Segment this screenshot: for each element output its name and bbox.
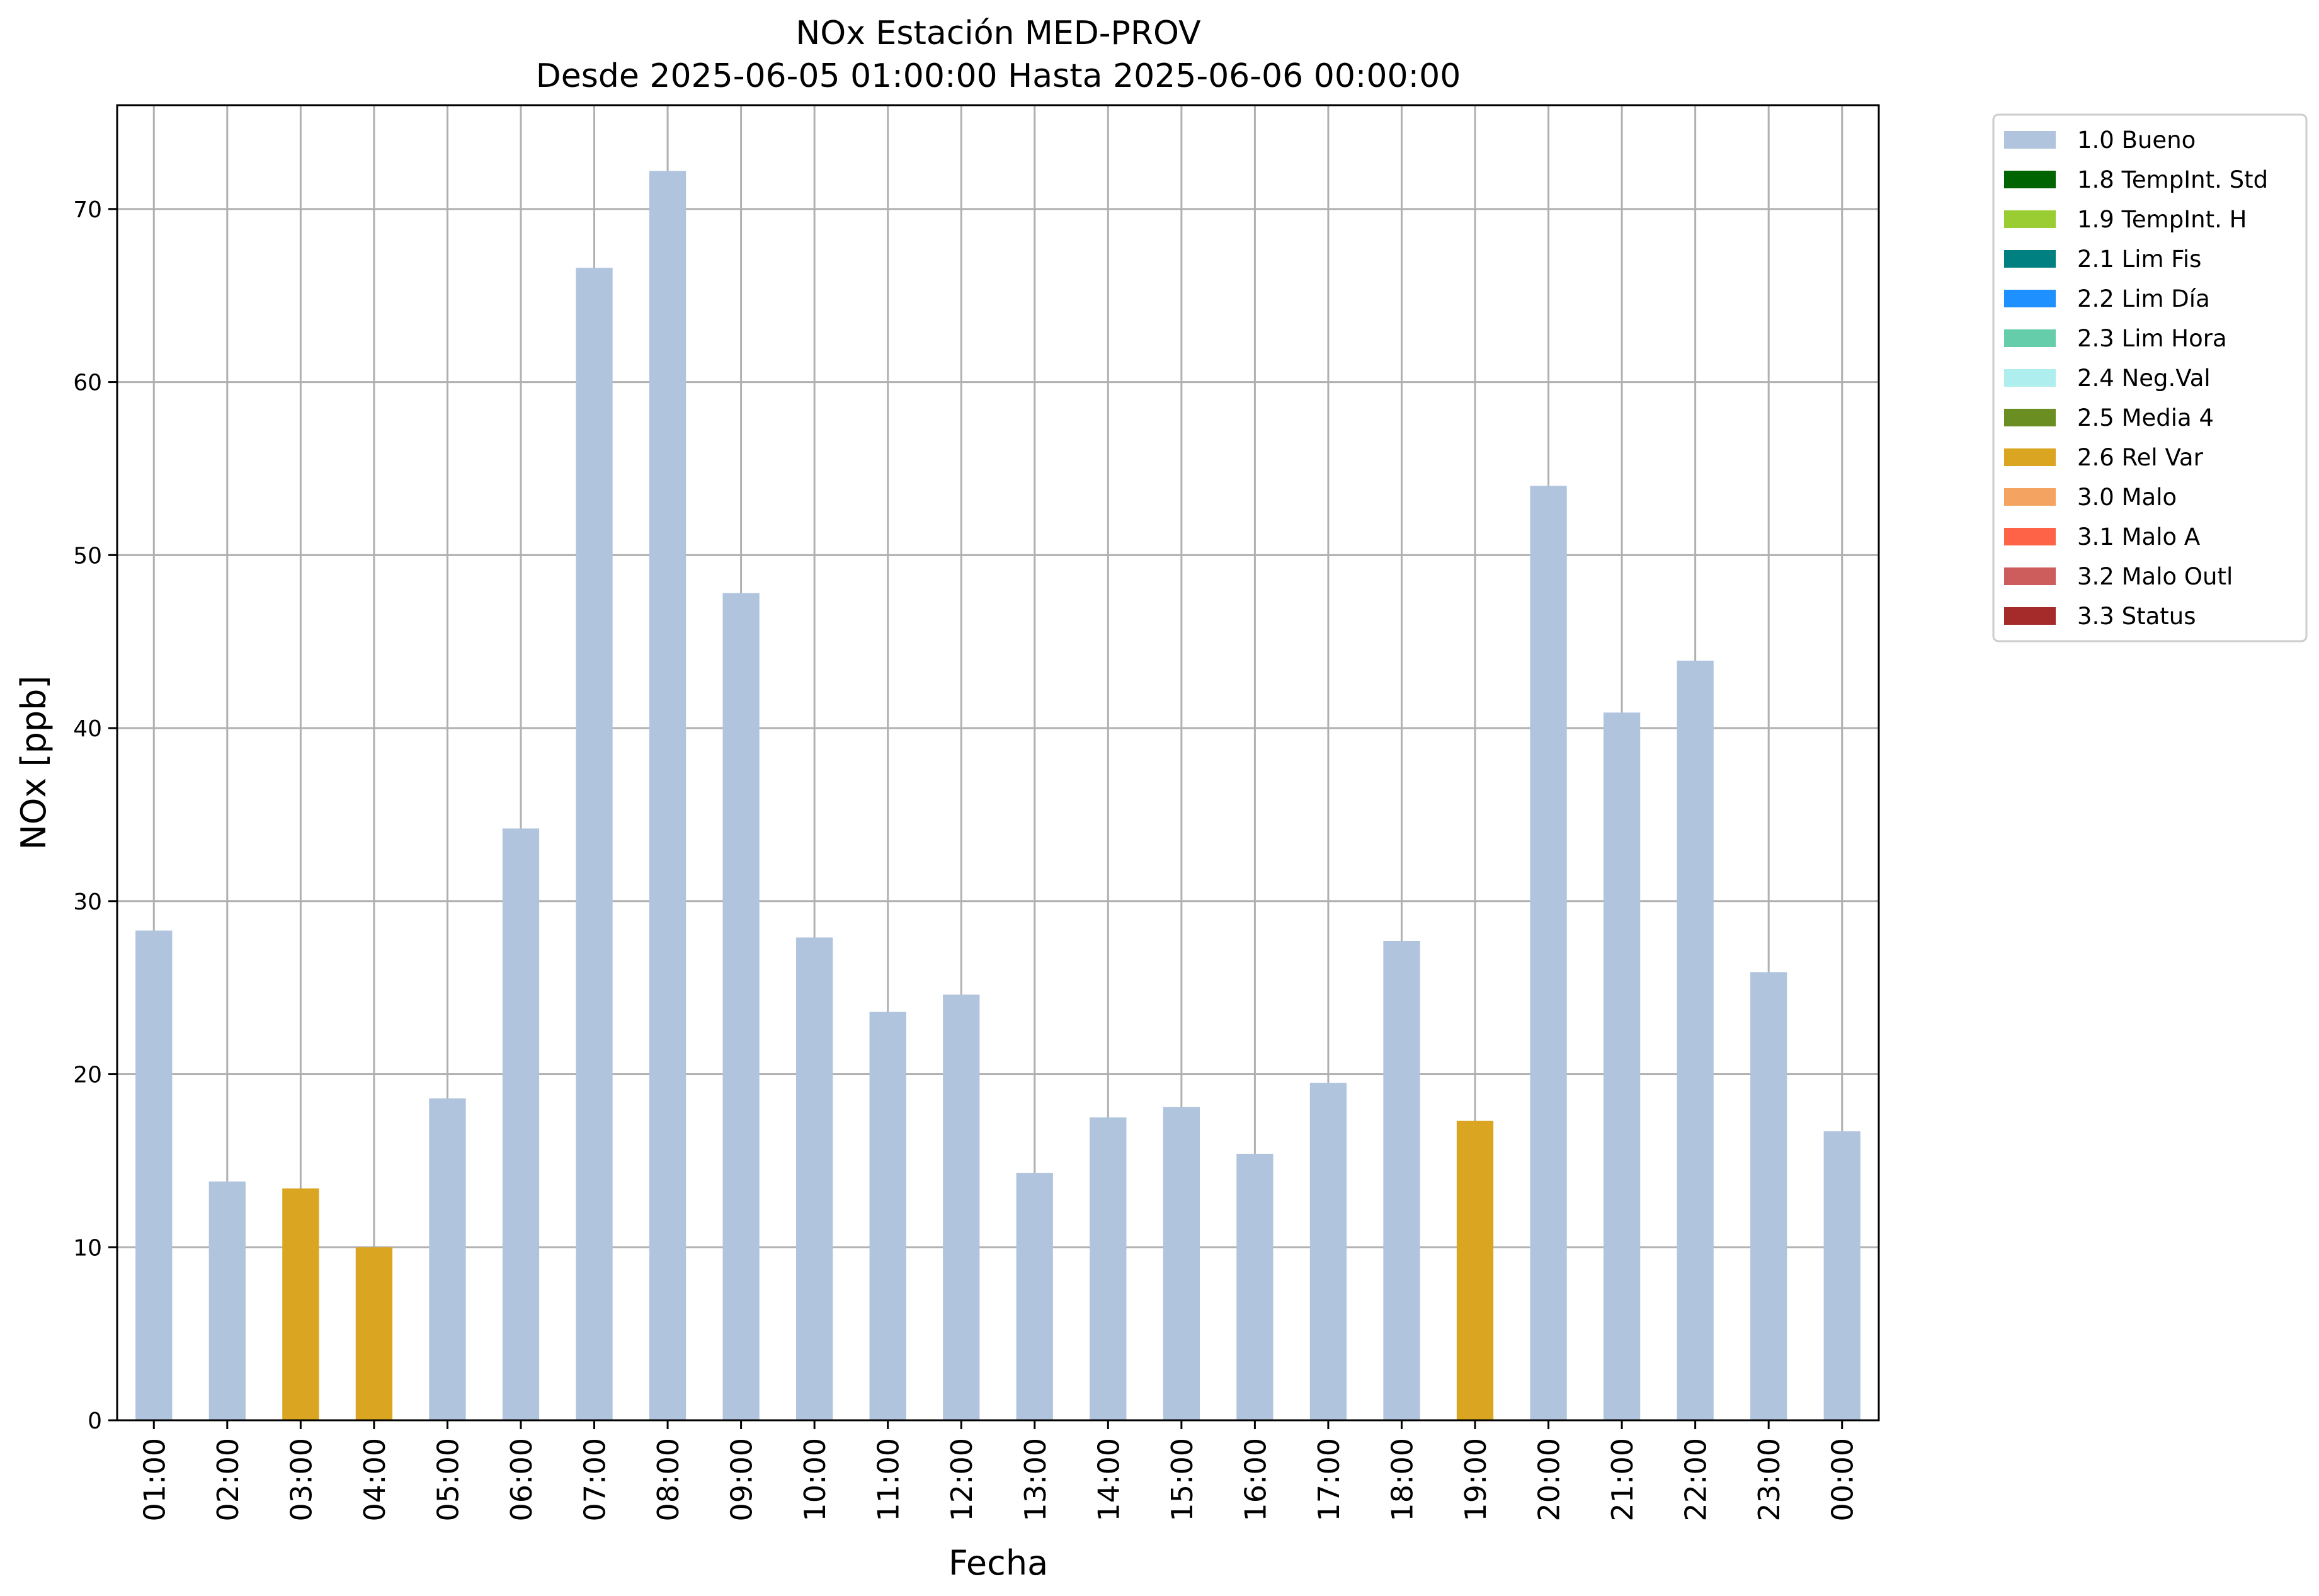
bar-2000 (1530, 486, 1567, 1420)
x-tick-label: 11:00 (872, 1438, 906, 1522)
y-tick-label: 20 (73, 1063, 102, 1088)
bar-1800 (1383, 940, 1420, 1420)
legend-label: 2.6 Rel Var (2077, 444, 2204, 471)
y-axis-ticks: 0 10 20 30 40 50 60 70 (73, 197, 117, 1434)
bar-0100 (135, 930, 173, 1420)
bar-0900 (722, 593, 760, 1421)
x-tick-label: 15:00 (1165, 1438, 1199, 1522)
legend-swatch (2004, 171, 2056, 188)
x-tick-label: 12:00 (945, 1438, 979, 1522)
bar-0600 (502, 828, 540, 1420)
legend-swatch (2004, 290, 2056, 307)
bar-1200 (943, 995, 980, 1420)
x-tick-label: 02:00 (211, 1438, 245, 1522)
legend-swatch (2004, 409, 2056, 426)
legend-label: 3.1 Malo A (2077, 523, 2200, 550)
x-tick-label: 03:00 (284, 1438, 318, 1522)
x-tick-label: 20:00 (1532, 1438, 1566, 1522)
plot-frame (116, 104, 1880, 1422)
legend-label: 2.2 Lim Día (2077, 285, 2210, 312)
legend-label: 1.9 TempInt. H (2077, 206, 2247, 233)
bar-2200 (1677, 660, 1714, 1420)
legend-label: 2.4 Neg.Val (2077, 365, 2211, 392)
legend-swatch (2004, 131, 2056, 149)
bar-0300 (282, 1188, 319, 1420)
x-tick-label: 07:00 (578, 1438, 612, 1522)
legend: 1.0 Bueno 1.8 TempInt. Std 1.9 TempInt. H 2… (1992, 113, 2308, 642)
x-tick-label: 16:00 (1238, 1438, 1272, 1522)
x-tick-label: 17:00 (1312, 1438, 1346, 1522)
bar-1900 (1456, 1120, 1494, 1420)
y-tick-label: 0 (88, 1408, 102, 1434)
legend-swatch (2004, 369, 2056, 387)
bar-0200 (208, 1181, 246, 1420)
bars (135, 171, 1860, 1421)
bar-0500 (429, 1098, 466, 1420)
x-tick-label: 18:00 (1385, 1438, 1419, 1522)
legend-frame (1992, 113, 2308, 642)
legend-swatch (2004, 528, 2056, 545)
y-axis-label: NOx [ppb] (14, 676, 54, 850)
legend-swatch (2004, 607, 2056, 625)
x-tick-label: 22:00 (1679, 1438, 1713, 1522)
bar-0400 (355, 1247, 393, 1420)
legend-label: 3.0 Malo (2077, 484, 2177, 511)
legend-swatch (2004, 448, 2056, 466)
y-tick-label: 30 (73, 889, 102, 915)
legend-swatch (2004, 250, 2056, 268)
y-tick-label: 10 (73, 1235, 102, 1261)
bar-2300 (1750, 972, 1787, 1420)
x-tick-label: 23:00 (1752, 1438, 1786, 1522)
x-axis-label: Fecha (949, 1543, 1048, 1583)
x-tick-label: 09:00 (725, 1438, 759, 1522)
bar-1300 (1016, 1173, 1053, 1420)
y-tick-label: 50 (73, 543, 102, 569)
x-tick-label: 08:00 (651, 1438, 685, 1522)
bar-0800 (649, 171, 687, 1420)
legend-label: 1.8 TempInt. Std (2077, 166, 2268, 193)
legend-label: 2.5 Media 4 (2077, 404, 2214, 431)
x-tick-label: 01:00 (137, 1438, 171, 1522)
x-tick-label: 21:00 (1605, 1438, 1639, 1522)
y-tick-label: 70 (73, 197, 102, 223)
y-tick-label: 60 (73, 370, 102, 396)
bar-0700 (576, 268, 613, 1420)
y-tick-label: 40 (73, 716, 102, 742)
legend-swatch (2004, 210, 2056, 228)
chart-title: NOx Estación MED-PROV (795, 14, 1201, 52)
legend-swatch (2004, 488, 2056, 506)
legend-label: 3.3 Status (2077, 603, 2196, 630)
x-tick-label: 06:00 (504, 1438, 538, 1522)
bar-1500 (1163, 1107, 1200, 1420)
x-tick-label: 19:00 (1459, 1438, 1493, 1522)
bar-2100 (1603, 712, 1641, 1420)
x-axis-ticks: 01:00 02:00 03:00 04:00 05:00 06:00 07:00 08:00… (137, 1420, 1860, 1522)
legend-swatch (2004, 329, 2056, 347)
legend-label: 3.2 Malo Outl (2077, 563, 2233, 590)
bar-0000 (1823, 1131, 1860, 1420)
legend-label: 2.1 Lim Fis (2077, 246, 2201, 273)
bar-1600 (1236, 1153, 1273, 1420)
legend-label: 1.0 Bueno (2077, 127, 2196, 154)
bar-1700 (1309, 1083, 1347, 1420)
x-tick-label: 13:00 (1018, 1438, 1052, 1522)
legend-label: 2.3 Lim Hora (2077, 325, 2227, 352)
x-tick-label: 00:00 (1826, 1438, 1860, 1522)
x-tick-label: 14:00 (1091, 1438, 1125, 1522)
bar-1100 (869, 1012, 906, 1420)
legend-swatch (2004, 567, 2056, 585)
bar-1400 (1090, 1117, 1127, 1420)
x-tick-label: 05:00 (431, 1438, 465, 1522)
chart-subtitle: Desde 2025-06-05 01:00:00 Hasta 2025-06-… (536, 57, 1461, 95)
bar-1000 (796, 937, 833, 1420)
x-tick-label: 04:00 (358, 1438, 392, 1522)
x-tick-label: 10:00 (798, 1438, 832, 1522)
